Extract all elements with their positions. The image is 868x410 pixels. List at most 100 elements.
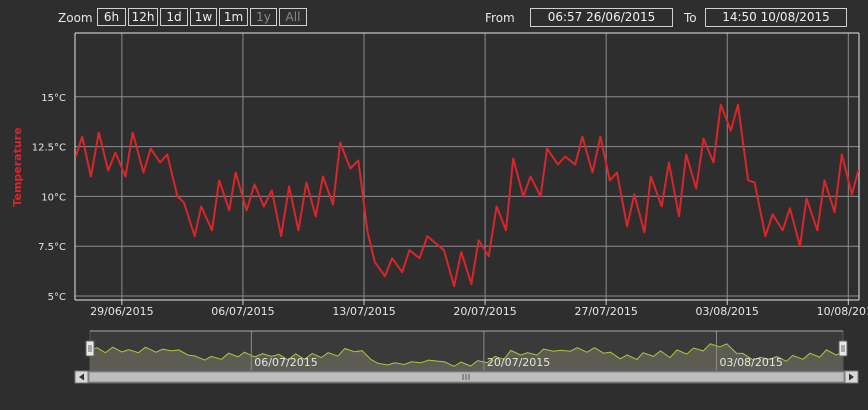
temperature-point bbox=[166, 153, 168, 156]
temperature-point bbox=[609, 179, 611, 181]
temperature-point bbox=[540, 195, 542, 197]
temperature-point bbox=[851, 193, 853, 195]
scroll-left-arrow-icon bbox=[79, 373, 84, 381]
temperature-point bbox=[228, 209, 230, 211]
temperature-point bbox=[315, 215, 317, 217]
temperature-point bbox=[505, 229, 507, 231]
temperature-point bbox=[150, 148, 152, 150]
temperature-point bbox=[546, 148, 548, 150]
y-axis-title: Temperature bbox=[11, 127, 24, 206]
handle-body bbox=[838, 340, 848, 357]
y-tick-label: 5°C bbox=[48, 292, 66, 303]
scrollbar-track bbox=[74, 370, 859, 384]
zoom-button-1m[interactable]: 1m bbox=[219, 8, 248, 26]
temperature-series-line bbox=[75, 103, 859, 288]
temperature-point bbox=[263, 205, 265, 207]
temperature-point bbox=[374, 261, 376, 263]
temperature-point bbox=[496, 205, 498, 207]
temperature-point bbox=[799, 245, 801, 247]
temperature-point bbox=[280, 235, 282, 237]
navigator-scrollbar[interactable] bbox=[74, 370, 859, 384]
to-label: To bbox=[684, 11, 697, 25]
y-tick-label: 10°C bbox=[41, 192, 66, 203]
scrollbar-thumb bbox=[88, 371, 845, 383]
navigator-tick-label: 20/07/2015 bbox=[487, 356, 550, 369]
temperature-point bbox=[384, 275, 386, 277]
temperature-point bbox=[297, 229, 299, 231]
handle-body bbox=[85, 340, 95, 357]
temperature-point bbox=[668, 161, 670, 164]
y-tick-label: 12.5°C bbox=[32, 143, 66, 154]
temperature-point bbox=[702, 138, 705, 140]
temperature-point bbox=[834, 211, 836, 213]
temperature-point bbox=[349, 167, 351, 170]
temperature-point bbox=[650, 175, 652, 178]
temperature-point bbox=[107, 169, 109, 172]
temperature-point bbox=[339, 142, 341, 144]
temperature-point bbox=[253, 183, 256, 185]
temperature-point bbox=[591, 171, 594, 174]
navigator-area bbox=[90, 343, 843, 370]
temperature-point bbox=[581, 136, 584, 138]
temperature-point bbox=[271, 189, 273, 191]
temperature-point bbox=[764, 235, 767, 237]
temperature-point bbox=[460, 251, 462, 253]
temperature-point bbox=[357, 159, 359, 162]
temperature-point bbox=[841, 153, 843, 156]
y-tick-label: 7.5°C bbox=[38, 242, 66, 253]
x-tick-label: 27/07/2015 bbox=[574, 305, 637, 318]
scroll-right-arrow-icon bbox=[849, 373, 854, 381]
temperature-point bbox=[678, 215, 680, 217]
navigator-series-line bbox=[90, 343, 843, 367]
navigator-right-handle[interactable] bbox=[838, 340, 848, 357]
to-date-input[interactable]: 14:50 10/08/2015 bbox=[705, 8, 847, 27]
navigator-background bbox=[89, 330, 844, 371]
temperature-point bbox=[626, 225, 628, 227]
temperature-point bbox=[522, 195, 524, 197]
temperature-point bbox=[90, 175, 92, 178]
temperature-point bbox=[288, 185, 290, 187]
temperature-point bbox=[142, 171, 145, 174]
temperature-point bbox=[408, 249, 410, 251]
temperature-point bbox=[512, 157, 514, 160]
grid-lines bbox=[75, 33, 859, 300]
zoom-button-1w[interactable]: 1w bbox=[190, 8, 217, 26]
temperature-point bbox=[599, 136, 602, 138]
temperature-point bbox=[478, 239, 480, 241]
x-tick-label: 10/08/2015 bbox=[817, 305, 868, 318]
temperature-point bbox=[211, 229, 213, 231]
from-label: From bbox=[485, 11, 515, 25]
temperature-point bbox=[391, 257, 393, 259]
x-tick-label: 03/08/2015 bbox=[696, 305, 759, 318]
temperature-point bbox=[75, 155, 77, 158]
temperature-point bbox=[81, 136, 83, 138]
temperature-point bbox=[194, 235, 196, 237]
temperature-point bbox=[730, 130, 732, 132]
temperature-point bbox=[159, 161, 161, 164]
zoom-button-1d[interactable]: 1d bbox=[160, 8, 188, 26]
series-layer bbox=[75, 103, 860, 288]
temperature-point bbox=[401, 271, 403, 273]
temperature-point bbox=[616, 171, 618, 174]
temperature-point bbox=[183, 201, 185, 203]
temperature-point bbox=[816, 229, 818, 231]
temperature-point bbox=[789, 207, 791, 209]
zoom-label: Zoom bbox=[58, 11, 93, 25]
from-date-input[interactable]: 06:57 26/06/2015 bbox=[530, 8, 673, 27]
temperature-point bbox=[322, 175, 324, 178]
temperature-point bbox=[367, 231, 369, 233]
temperature-point bbox=[235, 171, 237, 174]
zoom-button-all[interactable]: All bbox=[279, 8, 307, 26]
navigator-left-handle[interactable] bbox=[85, 340, 95, 357]
temperature-point bbox=[772, 213, 774, 215]
temperature-point bbox=[720, 104, 722, 106]
temperature-point bbox=[643, 231, 646, 233]
temperature-point bbox=[443, 249, 445, 251]
x-tick-label: 06/07/2015 bbox=[211, 305, 274, 318]
zoom-button-6h[interactable]: 6h bbox=[97, 8, 126, 26]
zoom-button-1y[interactable]: 1y bbox=[250, 8, 277, 26]
navigator[interactable]: 06/07/2015 20/07/2015 03/08/2015 bbox=[74, 330, 859, 384]
x-tick-label: 20/07/2015 bbox=[453, 305, 516, 318]
zoom-button-12h[interactable]: 12h bbox=[128, 8, 158, 26]
temperature-point bbox=[685, 153, 687, 156]
